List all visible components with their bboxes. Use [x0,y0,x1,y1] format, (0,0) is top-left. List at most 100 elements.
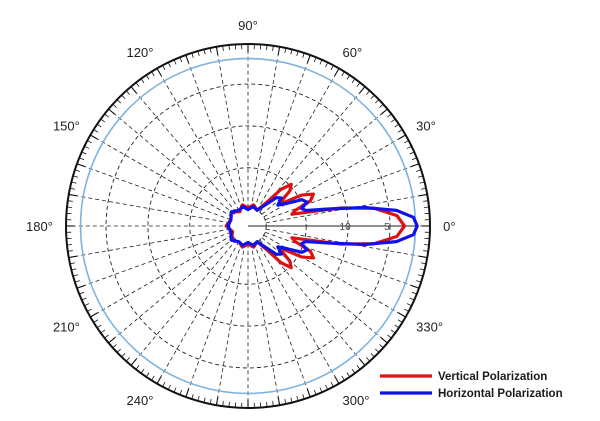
angle-tick [145,372,150,378]
angle-tick [277,46,281,55]
angle-tick-labels: 1050°30°60°90°120°150°180°210°240°270°30… [26,18,456,421]
angle-tick [84,303,90,307]
angle-tick [313,389,317,395]
angle-tick [72,175,79,178]
angle-tick [341,375,345,381]
angle-tick [173,59,177,65]
angle-tick [222,401,224,407]
angle-tick [420,262,427,265]
angle-tick [108,337,116,344]
angle-tick [87,140,92,144]
series-trace-horizontal-polarization [226,196,419,256]
angle-tick [203,397,206,403]
ring-label: 5 [384,222,390,233]
angle-tick [90,312,98,318]
angle-tick [419,268,425,271]
angle-tick [409,151,415,155]
angle-tick-label: 60° [343,45,363,60]
angle-tick [302,52,305,58]
angle-tick [277,397,281,406]
grid-spoke [90,234,233,318]
angle-tick [135,365,140,370]
angle-tick [411,157,417,161]
angle-tick [162,382,166,387]
angle-tick [167,384,171,390]
angle-tick [162,65,166,70]
angle-tick [411,163,420,168]
angle-tick [397,129,403,133]
angle-tick [69,262,76,265]
angle-tick [290,397,293,403]
angle-tick [290,49,293,55]
angle-tick [104,334,109,339]
angle-tick [380,108,388,115]
angle-tick [423,244,430,246]
angle-tick [116,348,122,353]
angle-tick-label: 210° [53,320,80,335]
angle-tick [87,308,92,312]
angle-tick [356,365,361,370]
grid-spoke [216,243,246,406]
grid-spoke [130,239,237,366]
angle-tick [306,54,311,63]
grid-spoke [250,243,280,406]
angle-tick [125,357,130,362]
angle-tick [409,297,415,301]
angle-tick [406,303,412,307]
angle-tick [145,74,150,80]
angle-tick [67,250,73,252]
angle-tick [334,376,340,384]
grid-spoke [253,242,311,398]
angle-tick [423,250,429,252]
angle-tick [68,193,77,197]
angle-tick [330,382,334,387]
grid-spoke [259,86,366,213]
grid-spoke [259,239,366,366]
grid-spoke [256,68,340,211]
angle-tick [156,68,162,76]
angle-tick [341,71,345,77]
angle-tick [423,200,429,202]
angle-tick [130,86,137,94]
angle-tick-label: 120° [127,45,154,60]
grid-spoke [264,231,420,289]
angle-tick [394,123,400,128]
angle-tick [151,375,155,381]
angle-tick [284,398,287,405]
angle-tick [411,284,420,289]
angle-tick [108,108,116,115]
angle-tick [140,368,145,374]
series-layer [224,182,419,270]
angle-tick [416,169,422,172]
angle-tick [325,62,329,68]
angle-tick [351,78,356,84]
angle-tick [390,118,396,123]
angle-tick [370,352,375,358]
angle-tick [156,376,162,384]
angle-tick-label: 180° [26,219,53,234]
angle-tick [203,49,206,55]
angle-tick-label: 30° [416,118,436,133]
angle-tick [417,274,424,277]
angle-tick [81,151,87,155]
angle-tick [112,344,117,349]
angle-tick [302,394,305,400]
angle-tick [404,140,409,144]
grid-spoke [263,134,406,218]
angle-tick [296,50,299,57]
angle-tick [390,329,396,334]
angle-tick [121,94,126,100]
angle-tick-label: 240° [127,393,154,408]
angle-tick [209,398,212,405]
grid-spoke [265,228,428,258]
angle-tick [394,324,400,329]
grid-spoke [90,134,233,218]
angle-tick [346,74,351,80]
angle-tick [185,54,190,63]
angle-tick [284,47,287,54]
grid-spoke [130,86,237,213]
angle-tick-label: 300° [343,393,370,408]
grid-spoke [261,108,388,215]
angle-tick [121,352,126,358]
